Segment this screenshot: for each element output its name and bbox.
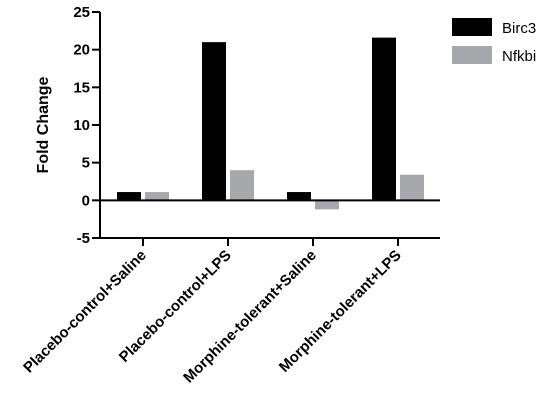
bar-birc3-1 (117, 192, 141, 201)
bar-birc3-3 (287, 192, 311, 201)
bar-nfkbi-2 (230, 170, 254, 201)
y-tick-label--5: -5 (77, 230, 90, 247)
y-tick-label-20: 20 (73, 42, 90, 59)
legend-swatch-birc3 (452, 18, 492, 36)
bar-birc3-2 (202, 42, 226, 201)
y-tick-label-25: 25 (73, 4, 90, 21)
legend-label-nfkbi: Nfkbi (502, 48, 536, 65)
bar-birc3-4 (372, 37, 396, 201)
legend: Birc3 Nfkbi (452, 18, 536, 65)
y-tick-label-5: 5 (82, 155, 90, 172)
y-axis-title: Fold Change (35, 76, 52, 173)
plot-area: -50510152025Placebo-control+SalinePlaceb… (20, 4, 440, 386)
y-tick-label-10: 10 (73, 117, 90, 134)
bar-nfkbi-4 (400, 174, 424, 201)
legend-label-birc3: Birc3 (502, 20, 536, 37)
y-tick-label-15: 15 (73, 79, 90, 96)
bar-nfkbi-1 (145, 192, 169, 201)
bar-nfkbi-3 (315, 200, 339, 210)
legend-swatch-nfkbi (452, 46, 492, 64)
y-tick-label-0: 0 (82, 192, 90, 209)
